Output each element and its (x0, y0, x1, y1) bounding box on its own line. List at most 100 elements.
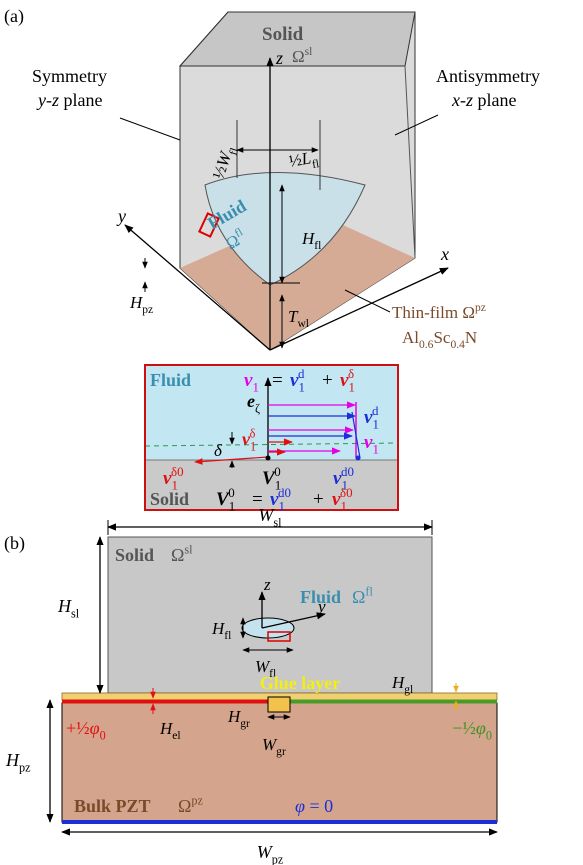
label: + (322, 370, 333, 391)
label-part: z (275, 48, 283, 68)
label-part: H (5, 750, 20, 770)
label: Fluid (300, 587, 341, 607)
label-part: e (247, 391, 255, 411)
label-part: 1 (372, 417, 378, 432)
label-part: Ω (352, 587, 365, 607)
figure: (a) Solid Ωsl Symmetry y-z plane Antisymmetry… (0, 0, 583, 865)
label: Symmetry (32, 66, 107, 86)
label-part: Thin-film Ω (392, 303, 475, 322)
label-part: pz (272, 852, 284, 865)
label-part: Al (402, 328, 419, 347)
label: v1δ (340, 366, 355, 395)
label-part: fl (365, 584, 373, 598)
label-part: d0 (341, 464, 354, 479)
label-part: Ω (171, 545, 184, 565)
label-part: 1 (298, 380, 304, 395)
label: Solid (150, 489, 189, 509)
label-part: φ (295, 796, 305, 816)
label-part: Ω (292, 47, 305, 66)
label-part: sl (184, 542, 193, 556)
label-part: el (172, 729, 180, 742)
label: Hpz (129, 293, 153, 316)
label-part: 0.6 (419, 338, 434, 351)
label-part: y-z (36, 90, 59, 110)
label-part: Symmetry (32, 66, 107, 86)
label-part: 0 (100, 728, 106, 742)
label-part: δ (348, 366, 354, 381)
label-part: Solid (150, 489, 189, 509)
label-part: δ (214, 441, 223, 460)
label-part: sl (305, 45, 313, 58)
label-part: φ (90, 718, 100, 738)
label-part: 1 (340, 499, 346, 514)
label: z (275, 48, 283, 68)
label-part: z (263, 575, 271, 594)
label: = (272, 370, 283, 391)
label: δ (214, 441, 223, 460)
label-part: ζ (255, 401, 260, 415)
groove (268, 697, 290, 712)
label-part: δ0 (171, 464, 184, 479)
label: + (313, 489, 324, 510)
label: (b) (4, 533, 25, 554)
label-part: plane (59, 90, 102, 110)
label: x (440, 244, 449, 264)
label: φ = 0 (295, 796, 333, 816)
label-part: H (57, 596, 72, 616)
label-part: N (465, 328, 477, 347)
point (266, 456, 271, 461)
label-part: d (372, 403, 379, 418)
label-part: x (440, 244, 449, 264)
label: Glue layer (260, 673, 340, 693)
label-part: pz (475, 301, 486, 314)
label-part: d (298, 366, 305, 381)
label: Solid (262, 24, 304, 45)
label: Antisymmetry (436, 66, 540, 86)
label-part: x-z (451, 90, 473, 110)
label-part: = (272, 370, 283, 391)
label: v1d (364, 403, 379, 432)
label: z (263, 575, 271, 594)
label-part: + (313, 489, 324, 510)
label-part: sl (71, 606, 80, 620)
label: y (116, 206, 126, 226)
label: Wpz (257, 842, 284, 865)
label: Hpz (5, 750, 31, 774)
label-part: 0 (228, 485, 234, 500)
label-part: 0.4 (450, 338, 465, 351)
label-part: 1 (229, 499, 235, 514)
label-part: y (116, 206, 126, 226)
label-part: Antisymmetry (436, 66, 540, 86)
label-part: Glue layer (260, 673, 340, 693)
label-part: Solid (262, 24, 304, 45)
label-part: gr (240, 717, 250, 730)
line (120, 118, 180, 140)
label-part: sl (273, 515, 282, 529)
label-part: fl (224, 629, 231, 642)
label: y-z plane (36, 90, 102, 110)
label: x-z plane (451, 90, 516, 110)
label-part: + (322, 370, 333, 391)
label-part: pz (142, 303, 153, 316)
label-part: pz (19, 760, 31, 774)
label-part: = 0 (305, 796, 333, 816)
label-part: Solid (115, 545, 154, 565)
label-part: gr (276, 745, 286, 758)
label-part: φ (476, 718, 486, 738)
label-part: (b) (4, 533, 25, 554)
point (356, 456, 361, 461)
label: Fluid (150, 370, 191, 390)
label-part: 0 (486, 728, 492, 742)
label: Thin-film Ωpz (392, 301, 486, 322)
label-part: 0 (274, 464, 280, 479)
label-part: 1 (250, 439, 256, 453)
label: Hsl (57, 596, 80, 620)
label-part: 1 (348, 380, 354, 395)
label-part: (a) (4, 6, 24, 27)
label: V10 (216, 485, 235, 514)
label-part: Fluid (150, 370, 191, 390)
label-part: Bulk PZT (74, 796, 151, 816)
label-part: δ (250, 426, 256, 440)
label-part: Ω (178, 796, 191, 816)
label-part: δ0 (340, 485, 353, 500)
